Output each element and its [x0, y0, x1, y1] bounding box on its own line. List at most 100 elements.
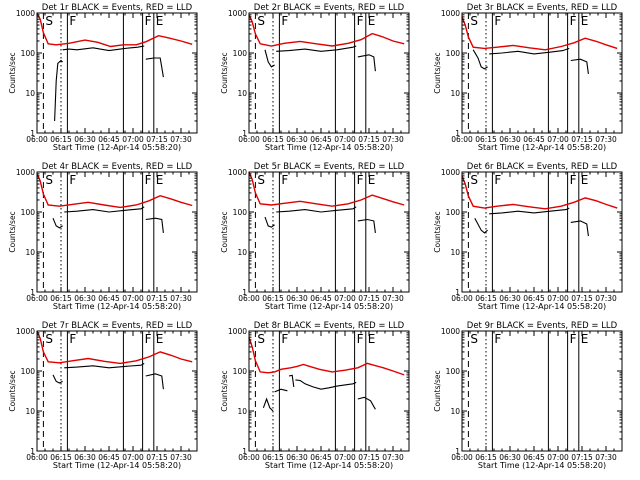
- panel-title: Det 1r BLACK = Events, RED = LLD: [42, 3, 193, 13]
- x-tick-label: 06:45: [98, 453, 120, 462]
- y-tick-label: 1000: [441, 327, 460, 336]
- marker-label: E: [156, 173, 164, 187]
- y-axis-label: Counts/sec: [433, 52, 442, 93]
- x-tick-label: 06:15: [475, 294, 497, 303]
- events-series-line: [145, 57, 164, 78]
- x-tick-label: 06:45: [523, 135, 545, 144]
- lld-series-line: [36, 330, 193, 365]
- events-series-line: [54, 59, 63, 122]
- events-series-line: [52, 217, 63, 229]
- y-tick-label: 10: [25, 89, 35, 98]
- events-series-line: [64, 206, 145, 213]
- x-tick-label: 06:00: [26, 135, 48, 144]
- x-tick-label: 06:45: [523, 294, 545, 303]
- events-series-line: [489, 207, 570, 215]
- marker-label: F: [145, 173, 152, 187]
- x-tick-label: 07:15: [146, 294, 168, 303]
- y-tick-label: 10: [450, 89, 460, 98]
- x-tick-label: 07:00: [547, 453, 569, 462]
- events-series-line: [357, 396, 376, 410]
- x-tick-label: 07:00: [122, 453, 144, 462]
- y-tick-label: 10: [237, 248, 247, 257]
- x-tick-label: 07:15: [146, 453, 168, 462]
- y-tick-label: 100: [21, 49, 36, 58]
- marker-label: S: [257, 173, 265, 187]
- x-tick-label: 06:15: [475, 135, 497, 144]
- y-axis-label: Counts/sec: [220, 370, 229, 411]
- y-tick-label: 1: [30, 447, 35, 456]
- y-tick-label: 10: [237, 89, 247, 98]
- x-axis-label: Start Time (12-Apr-14 05:58:20): [265, 302, 393, 311]
- events-series-line: [570, 220, 589, 237]
- y-tick-label: 10: [25, 407, 35, 416]
- x-tick-label: 06:30: [74, 135, 96, 144]
- panel-title: Det 8r BLACK = Events, RED = LLD: [254, 321, 405, 331]
- y-tick-label: 100: [21, 367, 36, 376]
- marker-label: S: [45, 332, 53, 346]
- marker-label: E: [368, 173, 376, 187]
- x-tick-label: 06:30: [74, 453, 96, 462]
- events-series-line: [145, 373, 164, 390]
- events-series-line: [472, 49, 488, 70]
- x-tick-label: 06:00: [451, 453, 473, 462]
- y-tick-label: 1000: [441, 168, 460, 177]
- panel-title: Det 7r BLACK = Events, RED = LLD: [42, 321, 193, 331]
- x-tick-label: 06:45: [98, 135, 120, 144]
- events-series-line: [264, 216, 275, 228]
- marker-label: F: [570, 173, 577, 187]
- events-series-line: [264, 49, 275, 68]
- marker-label: S: [45, 173, 53, 187]
- x-tick-label: 07:30: [170, 294, 192, 303]
- events-series-line: [357, 54, 376, 72]
- x-tick-label: 06:00: [238, 453, 260, 462]
- x-tick-label: 06:00: [238, 294, 260, 303]
- marker-label: E: [581, 173, 589, 187]
- y-tick-label: 10: [237, 407, 247, 416]
- y-tick-label: 1: [242, 447, 247, 456]
- marker-label: E: [581, 14, 589, 28]
- marker-label: S: [470, 173, 478, 187]
- y-tick-label: 100: [446, 367, 461, 376]
- x-tick-label: 06:15: [262, 453, 284, 462]
- x-tick-label: 06:30: [499, 453, 521, 462]
- events-series-line: [62, 45, 145, 52]
- marker-label: F: [570, 332, 577, 346]
- x-tick-label: 07:30: [595, 135, 617, 144]
- events-series-line: [295, 379, 357, 390]
- x-tick-label: 07:15: [358, 135, 380, 144]
- panel-title: Det 9r BLACK = Events, RED = LLD: [467, 321, 618, 331]
- y-tick-label: 1: [242, 129, 247, 138]
- events-series-line: [276, 45, 357, 52]
- marker-label: E: [368, 14, 376, 28]
- y-tick-label: 100: [446, 49, 461, 58]
- x-tick-label: 06:15: [262, 135, 284, 144]
- x-tick-label: 07:15: [571, 294, 593, 303]
- events-series-line: [64, 362, 145, 369]
- x-tick-label: 07:15: [358, 294, 380, 303]
- marker-label: E: [368, 332, 376, 346]
- marker-label: F: [494, 14, 501, 28]
- x-tick-label: 06:15: [50, 135, 72, 144]
- events-series-line: [489, 47, 570, 55]
- marker-label: F: [145, 332, 152, 346]
- y-tick-label: 100: [233, 208, 248, 217]
- x-tick-label: 06:30: [499, 135, 521, 144]
- x-tick-label: 06:30: [74, 294, 96, 303]
- x-tick-label: 07:30: [170, 135, 192, 144]
- marker-label: S: [257, 332, 265, 346]
- x-tick-label: 06:30: [499, 294, 521, 303]
- x-tick-label: 06:45: [310, 453, 332, 462]
- y-axis-label: Counts/sec: [8, 211, 17, 252]
- x-tick-label: 07:30: [382, 294, 404, 303]
- x-tick-label: 06:15: [262, 294, 284, 303]
- x-axis-label: Start Time (12-Apr-14 05:58:20): [53, 461, 181, 470]
- marker-label: S: [470, 332, 478, 346]
- x-tick-label: 06:30: [286, 135, 308, 144]
